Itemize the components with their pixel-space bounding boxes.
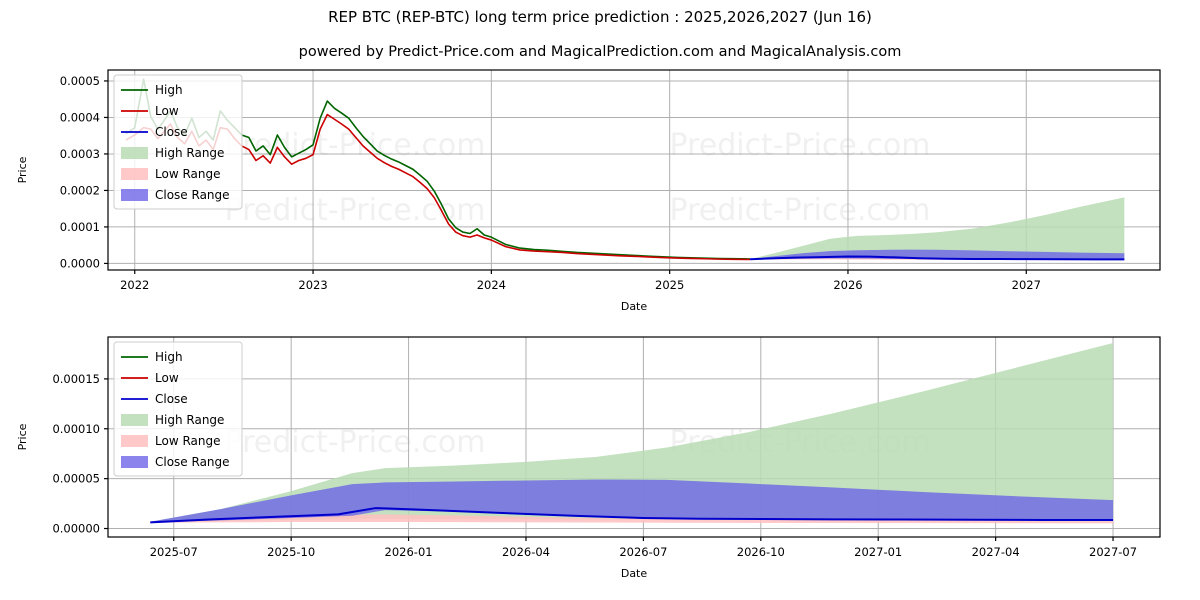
y-tick-label: 0.0001: [60, 220, 100, 234]
legend-label-high: High: [155, 83, 183, 97]
legend-swatch-close-range: [121, 456, 148, 468]
legend-swatch-close-range: [121, 189, 148, 201]
x-tick-label: 2026-10: [737, 545, 785, 559]
watermark: Predict-Price.com: [225, 128, 486, 163]
x-tick-label: 2027: [1012, 278, 1041, 292]
watermark: Predict-Price.com: [670, 128, 931, 163]
legend-label-high-range: High Range: [155, 413, 224, 427]
y-tick-label: 0.00000: [52, 522, 100, 536]
x-axis-label: Date: [621, 567, 648, 580]
legend-label-high: High: [155, 350, 183, 364]
x-tick-label: 2025-10: [267, 545, 315, 559]
y-tick-label: 0.0005: [60, 74, 100, 88]
x-tick-label: 2027-01: [854, 545, 902, 559]
x-tick-label: 2026-01: [385, 545, 433, 559]
bottom-chart-svg: Predict-Price.comPredict-Price.com0.0000…: [16, 336, 1161, 580]
y-tick-label: 0.0004: [60, 110, 100, 124]
page-title: REP BTC (REP-BTC) long term price predic…: [328, 8, 872, 26]
watermark: Predict-Price.com: [225, 193, 486, 228]
legend-label-close: Close: [155, 392, 188, 406]
legend-label-close: Close: [155, 125, 188, 139]
x-tick-label: 2025: [655, 278, 684, 292]
x-tick-label: 2026-07: [619, 545, 667, 559]
legend-label-low: Low: [155, 371, 179, 385]
legend-swatch-low-range: [121, 168, 148, 180]
y-tick-label: 0.0002: [60, 183, 100, 197]
plot-frame: [107, 336, 1161, 538]
y-tick-label: 0.00005: [52, 472, 100, 486]
series-line-close: [150, 507, 1114, 524]
bottom-chart-panel: Predict-Price.comPredict-Price.com0.0000…: [0, 327, 1200, 600]
y-tick-label: 0.0000: [60, 256, 100, 270]
legend-label-high-range: High Range: [155, 146, 224, 160]
top-chart-panel: Predict-Price.com Predict-Price.com Predic…: [0, 60, 1200, 320]
y-tick-label: 0.00015: [52, 372, 100, 386]
x-tick-label: 2023: [298, 278, 327, 292]
page-subtitle: powered by Predict-Price.com and Magical…: [298, 44, 902, 60]
chart-legend: High Low Close High Range Low Range Close Ran…: [113, 341, 243, 477]
legend-label-close-range: Close Range: [155, 188, 230, 202]
legend-label-low-range: Low Range: [155, 167, 220, 181]
x-tick-label: 2027-07: [1089, 545, 1137, 559]
band-low-range: [150, 514, 1114, 524]
top-chart-svg: Predict-Price.com Predict-Price.com Predic…: [16, 69, 1161, 313]
series-line-close: [749, 255, 1125, 261]
legend-label-close-range: Close Range: [155, 455, 230, 469]
watermark: Predict-Price.com: [670, 193, 931, 228]
x-axis-label: Date: [621, 300, 648, 313]
band-high-range: [150, 342, 1114, 523]
y-tick-label: 0.0003: [60, 147, 100, 161]
chart-legend: High Low Close High Range Low Range Close Ran…: [113, 74, 243, 210]
legend-swatch-high-range: [121, 147, 148, 159]
x-tick-label: 2025-07: [150, 545, 198, 559]
x-tick-label: 2024: [477, 278, 506, 292]
x-tick-label: 2026: [833, 278, 862, 292]
legend-swatch-low-range: [121, 435, 148, 447]
legend-label-low: Low: [155, 104, 179, 118]
x-tick-label: 2026-04: [502, 545, 550, 559]
y-axis-label: Price: [16, 156, 29, 183]
y-tick-label: 0.00010: [52, 422, 100, 436]
x-tick-label: 2027-04: [972, 545, 1020, 559]
band-high-range: [749, 197, 1125, 260]
band-close-range: [150, 479, 1114, 523]
legend-label-low-range: Low Range: [155, 434, 220, 448]
legend-swatch-high-range: [121, 414, 148, 426]
y-axis-label: Price: [16, 423, 29, 450]
x-tick-label: 2022: [120, 278, 149, 292]
watermark: Predict-Price.com: [225, 425, 486, 460]
plot-frame: [107, 69, 1161, 271]
